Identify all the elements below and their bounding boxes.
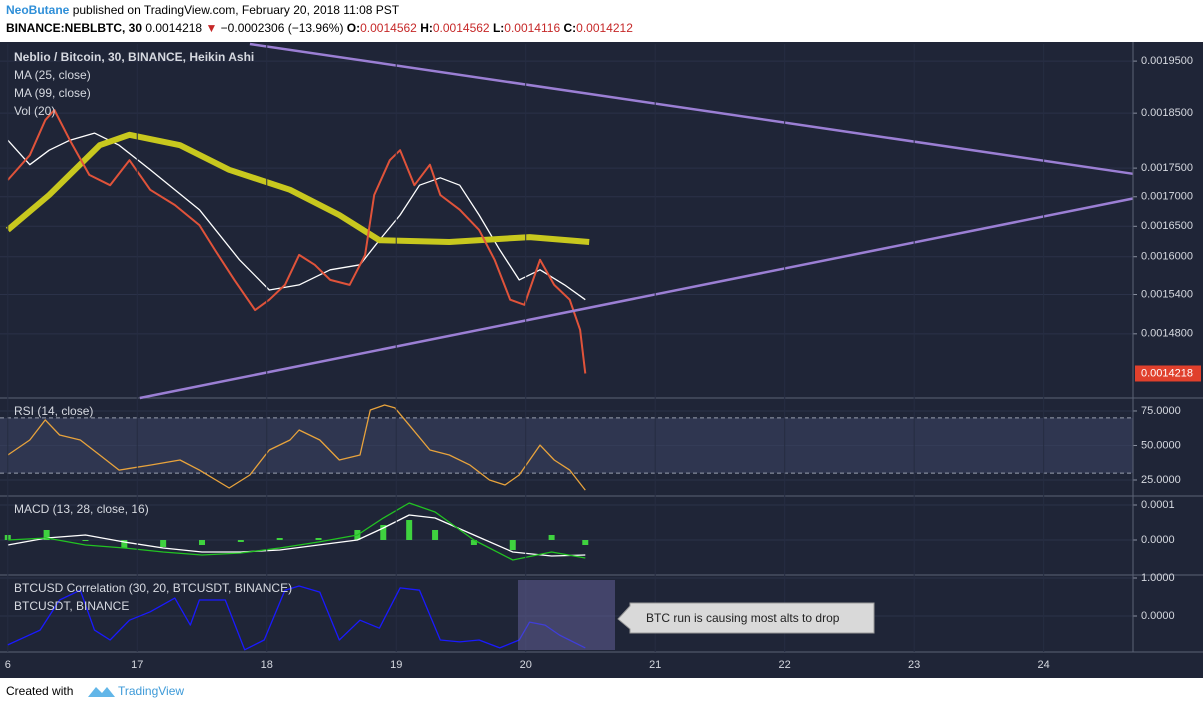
change: −0.0002306 (−13.96%) xyxy=(221,21,344,35)
annotation: BTC run is causing most alts to drop xyxy=(646,611,840,625)
low: 0.0014116 xyxy=(504,21,560,35)
publish-line: NeoButane published on TradingView.com, … xyxy=(6,3,400,17)
y-tick-label: 1.0000 xyxy=(1141,572,1175,584)
high: 0.0014562 xyxy=(433,21,490,35)
last-price-badge xyxy=(1135,365,1201,382)
footer-brand[interactable]: TradingView xyxy=(118,684,184,698)
y-tick-label: 0.0019500 xyxy=(1141,55,1193,67)
histogram-bar xyxy=(43,529,50,540)
x-tick-label: 19 xyxy=(390,659,402,671)
plots: 0.0019500 0.0018500 0.0017500 0.0017000 0.00… xyxy=(0,42,1203,671)
trendline xyxy=(139,197,1134,400)
series-line xyxy=(7,132,586,301)
h-label: H: xyxy=(420,21,433,35)
volume-label: Vol (20) xyxy=(14,104,55,118)
histogram-bar xyxy=(237,539,244,542)
chart-background xyxy=(0,42,1203,678)
close: 0.0014212 xyxy=(576,21,633,35)
histogram-bar xyxy=(406,520,413,540)
histogram-bar xyxy=(470,539,477,546)
histogram-bar xyxy=(582,539,589,546)
price-line xyxy=(7,109,587,374)
y-tick-label: 0.0015400 xyxy=(1141,288,1193,300)
series-line xyxy=(7,514,586,557)
y-tick-label: 50.0000 xyxy=(1141,439,1181,451)
histogram-bar xyxy=(198,539,205,546)
x-tick-label: 22 xyxy=(779,659,791,671)
symbol: BINANCE:NEBLBTC, 30 xyxy=(6,21,142,35)
logo xyxy=(88,687,115,697)
callout xyxy=(617,602,875,634)
panel-title: Neblio / Bitcoin, 30, BINANCE, Heikin As… xyxy=(14,50,254,64)
y-tick-label: 75.0000 xyxy=(1141,405,1181,417)
x-tick-label: 24 xyxy=(1038,659,1050,671)
histogram-bar xyxy=(121,539,128,549)
series-line xyxy=(7,502,586,561)
last-price-label: 0.0014218 xyxy=(1141,367,1193,379)
series-line xyxy=(7,404,586,491)
y-tick-label: 0.0000 xyxy=(1141,610,1175,622)
quote-line: BINANCE:NEBLBTC, 30 0.0014218 ▼ −0.00023… xyxy=(6,21,633,35)
panel-title: BTCUSD Correlation (30, 20, BTCUSDT, BIN… xyxy=(14,581,292,595)
y-tick-label: 25.0000 xyxy=(1141,474,1181,486)
histogram-bar xyxy=(509,539,516,551)
x-tick-label: 20 xyxy=(520,659,532,671)
y-tick-label: 0.0018500 xyxy=(1141,107,1193,119)
l-label: L: xyxy=(493,21,504,35)
y-tick-label: 0.0001 xyxy=(1141,499,1175,511)
y-tick-label: 0.0014800 xyxy=(1141,328,1193,340)
footer-created: Created with xyxy=(6,684,73,698)
legend-entry: MA (25, close) xyxy=(14,68,91,82)
x-tick-label: 23 xyxy=(908,659,920,671)
x-tick-label: 18 xyxy=(261,659,273,671)
series-line xyxy=(5,131,590,245)
panel-title: MACD (13, 28, close, 16) xyxy=(14,502,149,516)
y-tick-label: 0.0000 xyxy=(1141,534,1175,546)
y-tick-label: 0.0016000 xyxy=(1141,251,1193,263)
y-tick-label: 0.0017500 xyxy=(1141,162,1193,174)
rsi-band xyxy=(0,417,1133,474)
panel-title: RSI (14, close) xyxy=(14,404,93,418)
histogram-bar xyxy=(160,539,167,547)
x-tick-label: 17 xyxy=(131,659,143,671)
histogram-bar xyxy=(432,529,439,540)
histogram-bar xyxy=(315,538,322,540)
legend-entry: MA (99, close) xyxy=(14,86,91,100)
panel-subtitle: BTCUSDT, BINANCE xyxy=(14,599,129,613)
x-tick-label: 21 xyxy=(649,659,661,671)
histogram-bar xyxy=(548,534,555,540)
arrow: ▼ xyxy=(205,21,217,35)
y-tick-label: 0.0016500 xyxy=(1141,220,1193,232)
histogram-bar xyxy=(276,538,283,540)
c-label: C: xyxy=(563,21,576,35)
trendline xyxy=(249,42,1134,176)
o-label: O: xyxy=(347,21,360,35)
author[interactable]: NeoButane xyxy=(6,3,70,17)
series-line xyxy=(7,585,586,651)
y-tick-label: 0.0017000 xyxy=(1141,191,1193,203)
open: 0.0014562 xyxy=(360,21,417,35)
last: 0.0014218 xyxy=(145,21,202,35)
highlight-box xyxy=(518,580,615,650)
histogram-bar xyxy=(82,539,89,541)
x-tick-label: 6 xyxy=(5,659,11,671)
histogram-bar xyxy=(380,524,387,540)
published: published on TradingView.com, February 2… xyxy=(73,3,400,17)
